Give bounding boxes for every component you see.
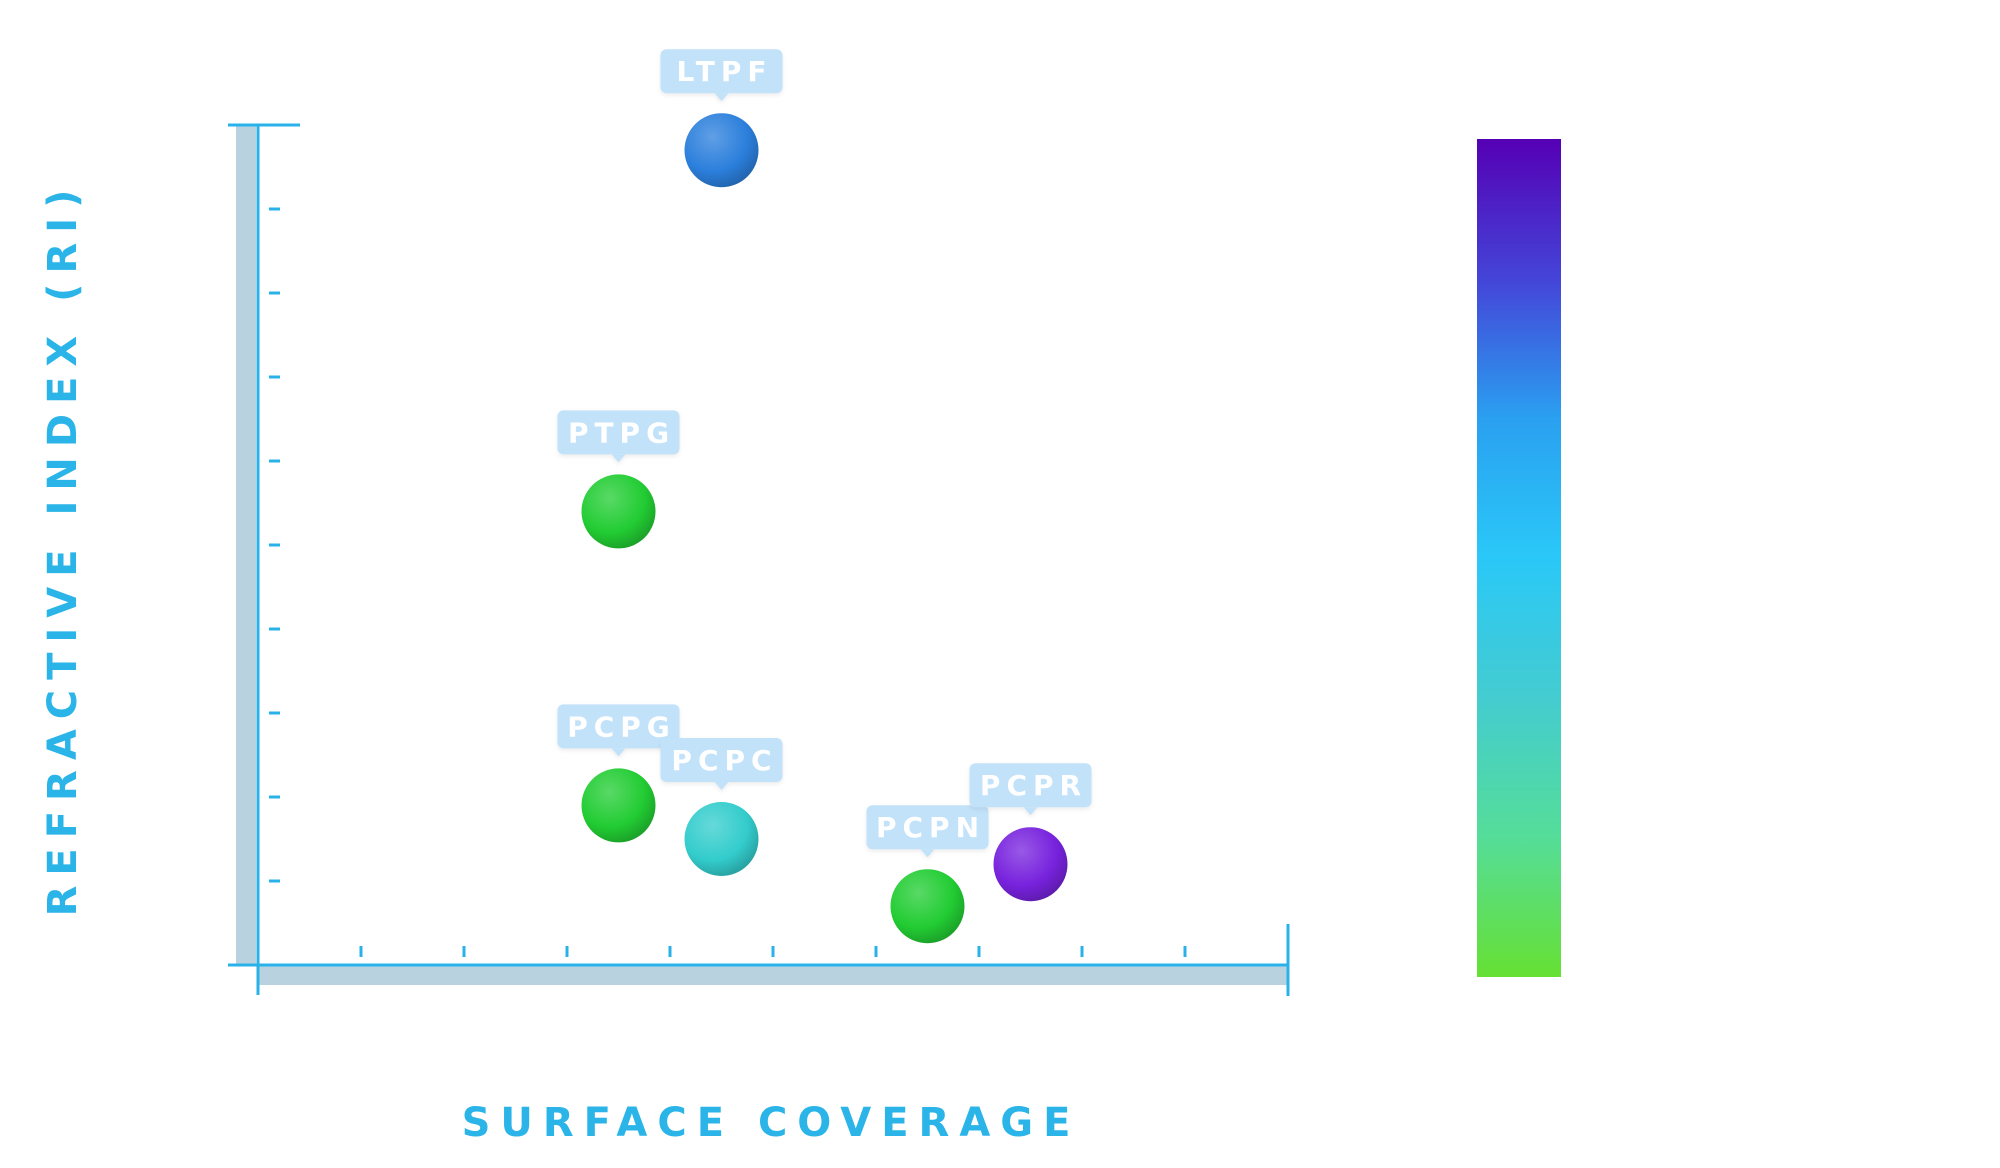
bubble-label-box [660, 738, 783, 782]
y-axis-bar [236, 125, 256, 965]
bubble-label-text: LTPF [677, 55, 773, 88]
data-point-pcpn[interactable]: PCPN [866, 805, 989, 944]
bubble-label: PCPN [866, 805, 989, 858]
y-ticks [269, 207, 280, 883]
bubble-label-text: PCPR [980, 769, 1087, 802]
bubble-label-pointer [920, 849, 935, 858]
x-axis-bar [258, 965, 1288, 985]
bubble-label: PCPR [969, 763, 1092, 816]
data-point-pcpr[interactable]: PCPR [969, 763, 1092, 902]
bubble [993, 827, 1068, 902]
bubble [581, 474, 656, 549]
bubble-label-pointer [611, 748, 626, 757]
bubble-label: PCPG [557, 704, 680, 757]
data-point-ltpf[interactable]: LTPF [660, 49, 783, 188]
bubble [684, 802, 759, 876]
bubble-label-box [969, 763, 1092, 808]
bubble-label-text: PTPG [568, 416, 675, 449]
bubble-label-pointer [1023, 807, 1038, 816]
bubble-label-box [557, 410, 680, 455]
y-axis-title: REFRACTIVE INDEX (RI) [40, 180, 86, 917]
bubble-label: PCPC [660, 738, 783, 790]
data-point-ptpg[interactable]: PTPG [557, 410, 680, 549]
bubble-label-pointer [714, 93, 729, 102]
bubble-label: LTPF [660, 49, 783, 102]
bubble-label-pointer [611, 454, 626, 463]
bubble [581, 768, 656, 843]
bubble-label-box [866, 805, 989, 850]
bubble [890, 869, 965, 944]
colorbar [1477, 139, 1561, 977]
bubble-label-box [557, 704, 680, 749]
bubble-label-text: PCPG [567, 710, 676, 743]
bubble-label-box [660, 49, 783, 94]
bubble-label-pointer [714, 782, 729, 790]
bubble-label-text: PCPC [671, 744, 777, 777]
bubble-label-text: PCPN [876, 811, 985, 844]
data-point-pcpg[interactable]: PCPG [557, 704, 680, 843]
x-axis-title: SURFACE COVERAGE [462, 1100, 1081, 1146]
bubble [684, 113, 759, 188]
data-point-pcpc[interactable]: PCPC [660, 738, 783, 876]
axes [228, 123, 1290, 996]
x-ticks [359, 946, 1187, 957]
bubble-label: PTPG [557, 410, 680, 463]
